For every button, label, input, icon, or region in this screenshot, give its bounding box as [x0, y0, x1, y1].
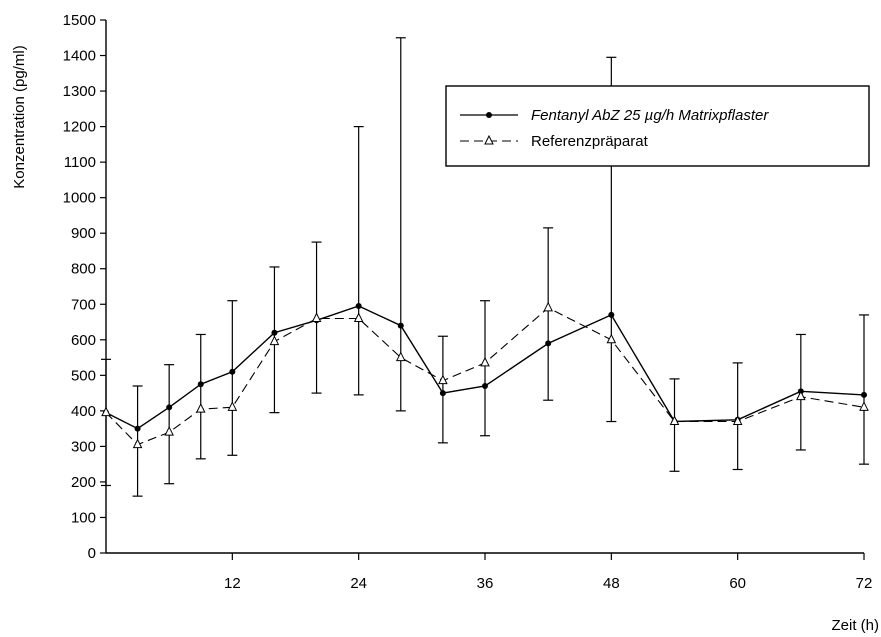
data-point-series-2 [164, 426, 174, 436]
data-point-series-2 [859, 401, 869, 411]
data-point-series-1 [482, 382, 488, 389]
x-tick-label: 24 [350, 575, 367, 592]
y-tick-label: 800 [71, 261, 96, 278]
data-point-series-1 [861, 391, 867, 398]
legend-marker-series-1 [486, 112, 492, 118]
data-point-series-2 [101, 406, 111, 417]
data-point-series-1 [439, 390, 446, 397]
y-tick-label: 900 [71, 225, 96, 242]
y-tick-label: 600 [71, 332, 96, 349]
data-point-series-2 [395, 351, 406, 362]
series-markers [101, 301, 869, 449]
y-tick-label: 100 [71, 509, 96, 526]
y-tick-label: 1000 [63, 190, 96, 207]
data-point-series-1 [166, 404, 173, 411]
data-point-series-1 [229, 368, 236, 375]
y-tick-label: 700 [71, 296, 96, 313]
x-tick-label: 72 [856, 575, 873, 592]
y-tick-label: 400 [71, 403, 96, 420]
data-point-series-2 [732, 415, 743, 426]
y-tick-label: 500 [71, 367, 96, 384]
y-tick-label: 1100 [64, 154, 96, 171]
y-axis-label: Konzentration (pg/ml) [11, 45, 28, 188]
y-tick-label: 1500 [63, 12, 96, 29]
legend-label-series-1: Fentanyl AbZ 25 µg/h Matrixpflaster [531, 107, 769, 124]
y-tick-label: 1300 [63, 83, 96, 100]
data-point-series-1 [397, 322, 404, 329]
data-point-series-1 [608, 311, 615, 318]
x-tick-label: 36 [477, 575, 494, 592]
x-tick-label: 48 [603, 575, 620, 592]
data-point-series-2 [353, 312, 364, 322]
y-ticks: 0 100 200 300 400 500 600 700 800 900 1000 1100 1200… [63, 12, 106, 562]
data-point-series-2 [796, 390, 806, 401]
y-tick-label: 300 [71, 438, 96, 455]
data-point-series-1 [271, 329, 278, 336]
series-line-2 [105, 307, 865, 446]
y-tick-label: 200 [71, 474, 96, 491]
x-ticks: 12 24 36 48 60 72 [224, 553, 872, 592]
data-point-series-1 [355, 303, 362, 310]
data-point-series-1 [545, 340, 552, 347]
x-tick-label: 12 [224, 575, 241, 592]
data-point-series-2 [606, 333, 617, 344]
y-tick-label: 0 [88, 545, 96, 562]
data-point-series-2 [669, 415, 680, 426]
data-point-series-2 [227, 401, 238, 411]
data-point-series-2 [543, 301, 553, 312]
x-axis-label: Zeit (h) [831, 617, 879, 634]
data-point-series-2 [269, 335, 280, 346]
legend-marker-series-2 [484, 134, 494, 145]
data-point-series-1 [197, 381, 204, 388]
x-tick-label: 60 [729, 575, 746, 592]
data-point-series-2 [438, 374, 448, 385]
data-point-series-1 [134, 425, 141, 432]
legend: Fentanyl AbZ 25 µg/h Matrixpflaster Refe… [445, 85, 870, 167]
data-point-series-2 [311, 312, 322, 322]
y-tick-label: 1200 [63, 119, 96, 136]
legend-box [445, 85, 870, 167]
data-point-series-2 [480, 356, 490, 367]
data-point-series-2 [132, 438, 143, 449]
y-tick-label: 1400 [63, 48, 96, 65]
data-point-series-2 [195, 402, 206, 413]
legend-label-series-2: Referenzpräparat [531, 133, 649, 150]
